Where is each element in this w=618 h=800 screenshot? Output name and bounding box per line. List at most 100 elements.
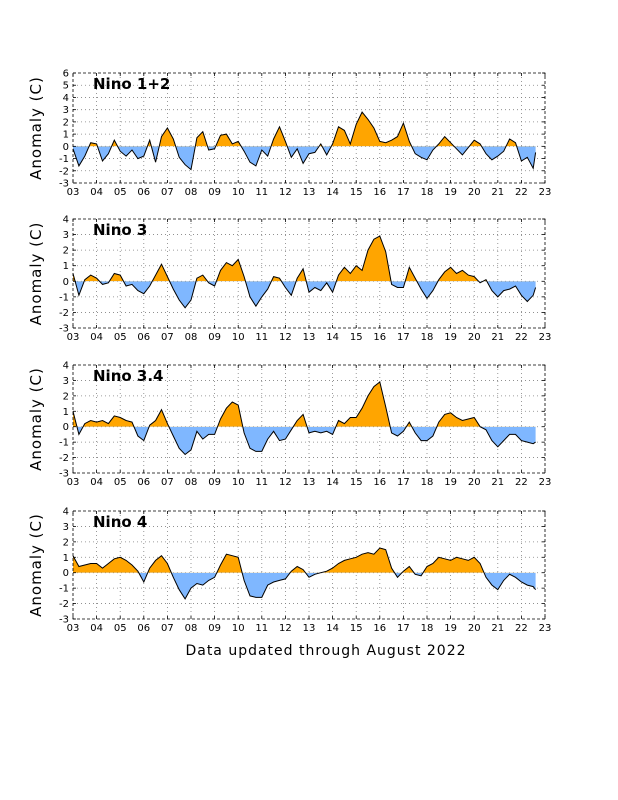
x-tick-label: 05 [114, 187, 127, 198]
y-tick-label: -3 [59, 469, 69, 480]
x-tick-label: 04 [90, 187, 103, 198]
x-tick-label: 10 [232, 187, 245, 198]
y-tick-label: 1 [63, 130, 69, 141]
x-tick-label: 17 [397, 477, 410, 488]
x-tick-label: 06 [137, 332, 150, 343]
x-tick-label: 11 [255, 332, 268, 343]
y-tick-label: 2 [63, 391, 69, 402]
y-tick-label: 2 [63, 537, 69, 548]
x-tick-label: 16 [373, 477, 386, 488]
x-tick-label: 05 [114, 332, 127, 343]
x-tick-label: 17 [397, 332, 410, 343]
x-tick-label: 23 [539, 477, 552, 488]
x-tick-label: 15 [350, 477, 363, 488]
y-tick-label: -3 [59, 179, 69, 190]
y-axis-label: Anomaly (C) [27, 367, 45, 471]
anomaly-series-line [72, 111, 537, 171]
x-tick-label: 18 [421, 477, 434, 488]
anomaly-series-line [72, 381, 536, 456]
x-tick-label: 22 [515, 332, 528, 343]
x-tick-label: 21 [491, 623, 504, 634]
y-tick-label: 6 [63, 69, 69, 80]
x-tick-label: 08 [185, 623, 198, 634]
x-tick-label: 23 [539, 187, 552, 198]
y-tick-label: 0 [63, 422, 69, 433]
y-tick-label: -2 [59, 453, 69, 464]
y-tick-label: -3 [59, 615, 69, 626]
x-tick-label: 19 [444, 332, 457, 343]
x-tick-label: 22 [515, 187, 528, 198]
x-tick-label: 09 [208, 477, 221, 488]
x-tick-label: 13 [303, 623, 316, 634]
y-tick-label: 0 [63, 142, 69, 153]
x-tick-label: 19 [444, 477, 457, 488]
y-tick-label: 4 [63, 93, 69, 104]
x-tick-label: 07 [161, 623, 174, 634]
x-tick-label: 22 [515, 477, 528, 488]
x-tick-label: 10 [232, 623, 245, 634]
x-tick-label: 21 [491, 187, 504, 198]
y-tick-label: 3 [63, 376, 69, 387]
x-tick-label: 13 [303, 332, 316, 343]
x-tick-label: 22 [515, 623, 528, 634]
x-tick-label: 04 [90, 332, 103, 343]
x-tick-label: 06 [137, 477, 150, 488]
x-tick-label: 05 [114, 623, 127, 634]
x-tick-label: 04 [90, 623, 103, 634]
x-tick-label: 20 [468, 623, 481, 634]
y-tick-label: 4 [63, 361, 69, 372]
y-axis-label: Anomaly (C) [27, 222, 45, 326]
x-tick-label: 23 [539, 623, 552, 634]
x-tick-label: 14 [326, 623, 339, 634]
panels-container: 03 04 05 06 07 08 09 10 11 12 13 14 15 16 17 18 19 20 21 22… [27, 69, 551, 635]
y-tick-label: -2 [59, 166, 69, 177]
anomaly-series-line [72, 547, 536, 600]
y-tick-label: 1 [63, 553, 69, 564]
y-tick-label: -3 [59, 324, 69, 335]
y-tick-label: 0 [63, 277, 69, 288]
y-tick-label: -2 [59, 308, 69, 319]
x-tick-label: 20 [468, 332, 481, 343]
y-tick-label: -1 [59, 584, 69, 595]
panel-3: 03 04 05 06 07 08 09 10 11 12 13 14 15 16 17 18 19 20 21 22… [27, 361, 551, 489]
x-tick-label: 14 [326, 477, 339, 488]
positive-anomaly-area [73, 382, 536, 427]
x-tick-label: 20 [468, 187, 481, 198]
y-tick-label: 3 [63, 522, 69, 533]
x-tick-label: 05 [114, 477, 127, 488]
x-tick-label: 08 [185, 187, 198, 198]
x-tick-label: 19 [444, 187, 457, 198]
x-tick-label: 10 [232, 332, 245, 343]
y-tick-label: 1 [63, 261, 69, 272]
positive-anomaly-area [73, 236, 487, 282]
x-tick-label: 14 [326, 187, 339, 198]
x-tick-label: 18 [421, 332, 434, 343]
x-tick-label: 16 [373, 187, 386, 198]
x-tick-label: 17 [397, 187, 410, 198]
x-tick-label: 12 [279, 623, 292, 634]
x-tick-label: 04 [90, 477, 103, 488]
y-tick-label: 5 [63, 81, 69, 92]
x-tick-label: 15 [350, 332, 363, 343]
panel-title: Nino 3.4 [93, 367, 163, 385]
y-tick-label: 0 [63, 568, 69, 579]
x-tick-label: 23 [539, 332, 552, 343]
x-tick-label: 21 [491, 332, 504, 343]
x-tick-label: 03 [67, 332, 80, 343]
x-tick-label: 09 [208, 332, 221, 343]
panel-title: Nino 1+2 [93, 75, 170, 93]
negative-anomaly-area [73, 146, 536, 170]
x-tick-label: 03 [67, 477, 80, 488]
x-tick-label: 06 [137, 187, 150, 198]
panel-title: Nino 3 [93, 221, 147, 239]
x-tick-label: 03 [67, 623, 80, 634]
x-tick-label: 11 [255, 623, 268, 634]
x-tick-label: 07 [161, 332, 174, 343]
y-tick-label: -1 [59, 292, 69, 303]
x-tick-label: 13 [303, 477, 316, 488]
y-tick-label: 1 [63, 407, 69, 418]
x-tick-label: 10 [232, 477, 245, 488]
x-tick-label: 11 [255, 187, 268, 198]
positive-anomaly-area [73, 548, 536, 573]
